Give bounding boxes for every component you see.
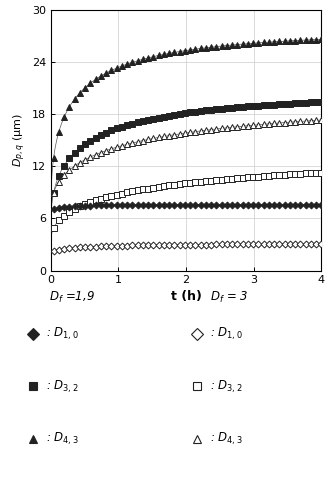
Text: $D_f$ =1,9: $D_f$ =1,9 (49, 290, 95, 305)
Text: : $D_{3,2}$: : $D_{3,2}$ (210, 378, 242, 395)
Text: : $D_{4,3}$: : $D_{4,3}$ (46, 431, 79, 447)
Text: : $D_{1,0}$: : $D_{1,0}$ (210, 326, 243, 342)
Text: : $D_{4,3}$: : $D_{4,3}$ (210, 431, 243, 447)
X-axis label: t (h): t (h) (171, 290, 202, 303)
Y-axis label: $D_{p,q}$ (μm): $D_{p,q}$ (μm) (11, 113, 28, 167)
Text: : $D_{1,0}$: : $D_{1,0}$ (46, 326, 79, 342)
Text: : $D_{3,2}$: : $D_{3,2}$ (46, 378, 78, 395)
Text: $D_f$ = 3: $D_f$ = 3 (211, 290, 249, 305)
